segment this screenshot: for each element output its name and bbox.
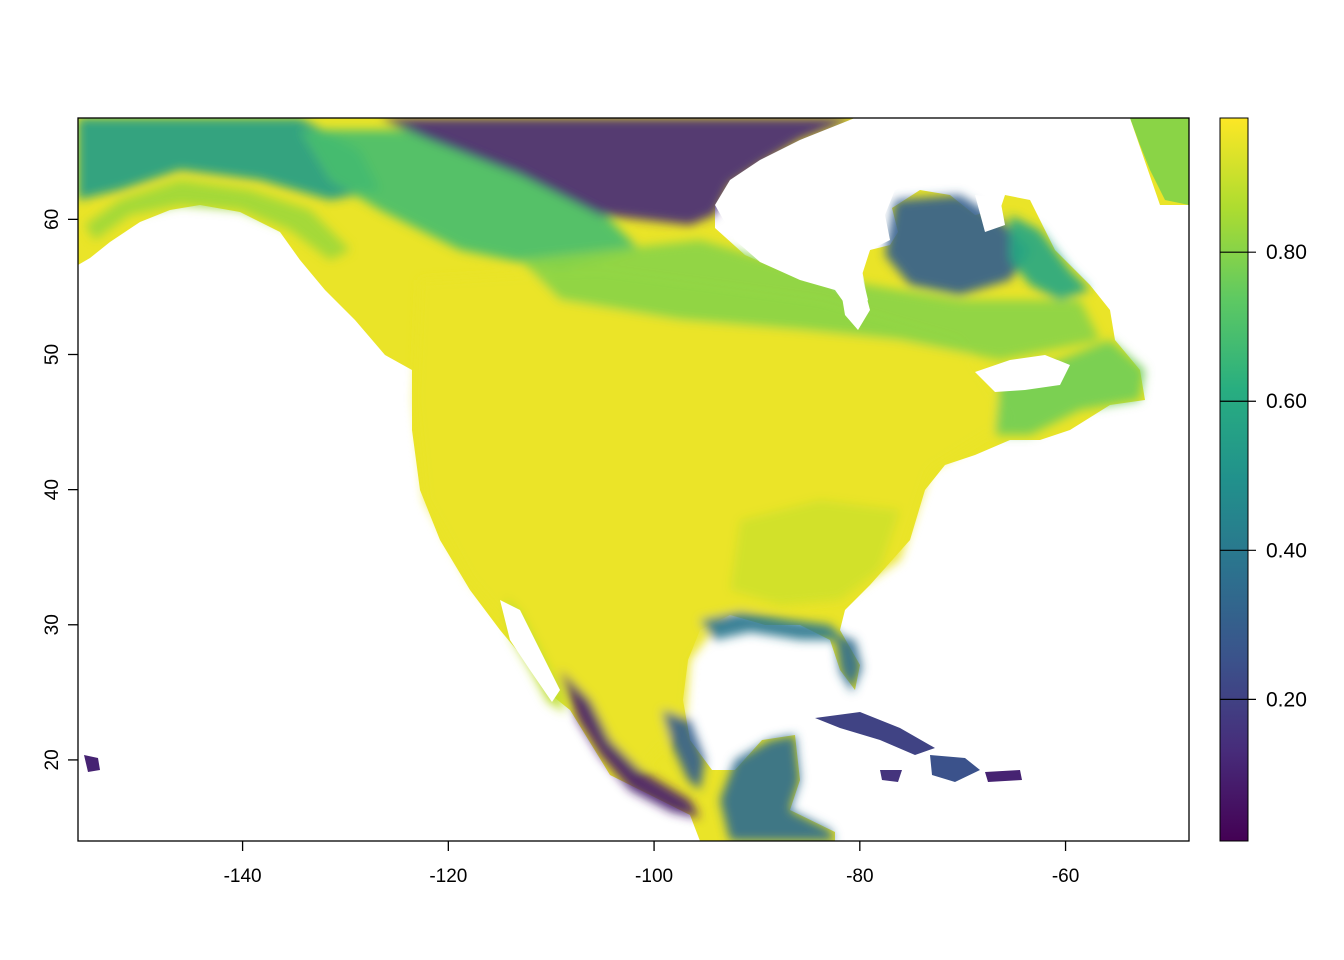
island-jamaica bbox=[880, 770, 902, 782]
y-axis: 20 30 40 50 60 bbox=[42, 209, 78, 770]
region-central-america bbox=[720, 735, 835, 841]
region-yukon-nwt-boreal bbox=[300, 130, 640, 270]
plot-frame bbox=[77, 117, 1190, 842]
x-tick-label: -120 bbox=[429, 866, 467, 887]
y-tick-label: 50 bbox=[42, 344, 63, 365]
x-tick-label: -140 bbox=[224, 866, 262, 887]
region-interior-north-america bbox=[415, 270, 1010, 770]
water-james-bay bbox=[840, 280, 870, 330]
y-tick-label: 20 bbox=[42, 749, 63, 770]
colorbar-tick-label: 0.60 bbox=[1266, 390, 1307, 413]
water-gulf-of-st-lawrence bbox=[975, 355, 1070, 392]
region-maritimes-newfoundland bbox=[995, 340, 1145, 435]
water-masks bbox=[500, 118, 1070, 702]
region-alaska-coast bbox=[85, 180, 350, 260]
region-mexico-pacific-coast bbox=[560, 670, 700, 818]
island-cuba bbox=[815, 712, 935, 755]
region-gulf-coast bbox=[700, 612, 845, 640]
colorbar-tick-label: 0.40 bbox=[1266, 539, 1307, 562]
colorbar: 0.20 0.40 0.60 0.80 bbox=[1219, 117, 1307, 842]
island-hawaii bbox=[84, 755, 100, 772]
x-axis: -140 -120 -100 -80 -60 bbox=[224, 841, 1079, 887]
water-ungava-gap bbox=[975, 195, 1005, 232]
island-hispaniola bbox=[930, 755, 980, 782]
y-tick-label: 30 bbox=[42, 614, 63, 635]
region-florida-tip bbox=[835, 635, 862, 692]
x-tick-label: -80 bbox=[846, 866, 873, 887]
x-tick-label: -100 bbox=[635, 866, 673, 887]
colorbar-tick-label: 0.80 bbox=[1266, 241, 1307, 264]
water-gulf-of-california bbox=[500, 600, 560, 702]
y-tick-label: 40 bbox=[42, 479, 63, 500]
island-puerto-rico bbox=[985, 770, 1022, 782]
region-greenland-tip bbox=[1130, 118, 1189, 205]
region-boreal-canada-belt bbox=[520, 240, 1100, 360]
raster-regions bbox=[78, 118, 1145, 841]
region-alaska-interior bbox=[78, 118, 380, 200]
islands bbox=[84, 712, 1022, 782]
x-tick-label: -60 bbox=[1052, 866, 1079, 887]
region-northern-canada-mainland bbox=[380, 118, 855, 225]
water-hudson-bay bbox=[715, 118, 990, 318]
colorbar-tick-label: 0.20 bbox=[1266, 688, 1307, 711]
region-mexico-gulf-coast bbox=[662, 710, 705, 790]
y-tick-label: 60 bbox=[42, 209, 63, 230]
colorbar-ticks: 0.20 0.40 0.60 0.80 bbox=[1220, 241, 1307, 711]
raster-map bbox=[78, 118, 1189, 841]
region-southeast-us bbox=[730, 500, 900, 605]
colorbar-gradient bbox=[1219, 117, 1249, 842]
region-labrador bbox=[1010, 215, 1090, 300]
